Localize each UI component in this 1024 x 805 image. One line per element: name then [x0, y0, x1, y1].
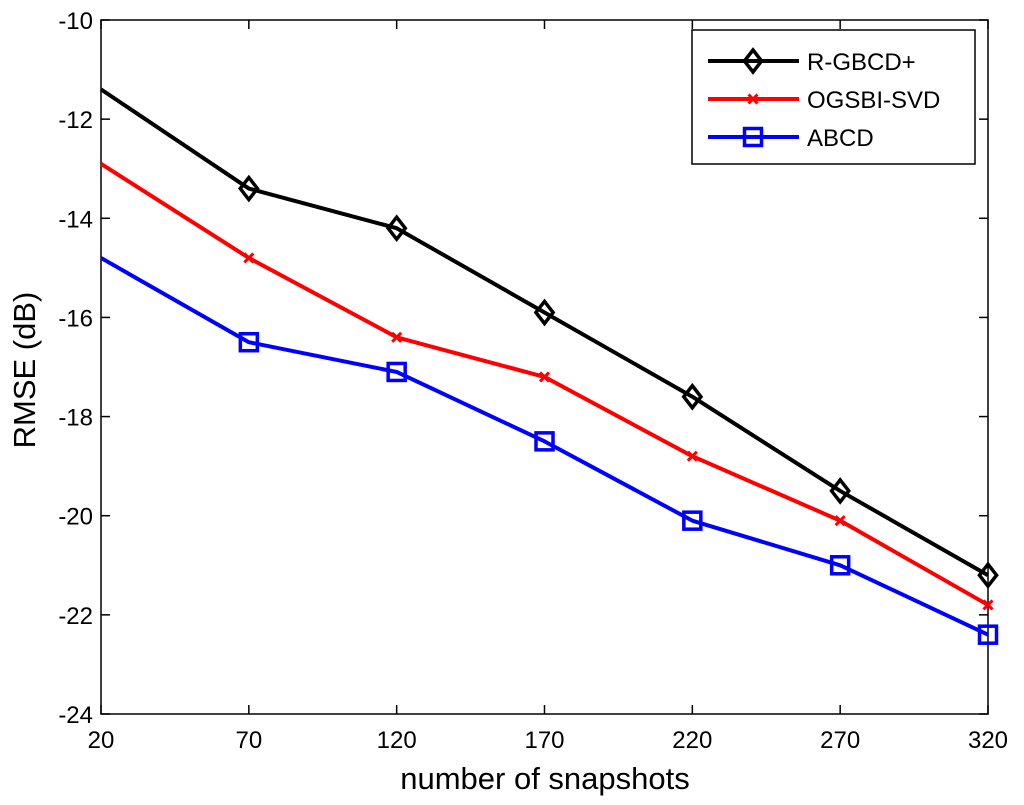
data-point-ogsbi-svd-stroke: [538, 371, 551, 383]
y-tick-label: -12: [58, 107, 93, 134]
y-tick-label: -14: [58, 206, 93, 233]
legend-marker-r-gbcd: [742, 47, 764, 75]
data-point-r-gbcd: [977, 561, 999, 590]
data-point-r-gbcd: [681, 382, 704, 411]
data-point-abcd: [682, 510, 703, 531]
data-point-abcd: [977, 624, 999, 645]
data-point-ogsbi-svd: [391, 331, 403, 343]
data-point-r-gbcd: [533, 298, 556, 327]
x-tick-label: 320: [968, 727, 1008, 754]
data-point-r-gbcd: [238, 174, 260, 203]
data-point-ogsbi-svd-stroke: [391, 331, 403, 343]
x-tick-label: 220: [672, 727, 712, 754]
legend-label-abcd: ABCD: [807, 125, 874, 152]
data-point-abcd: [386, 361, 407, 383]
y-tick-label: -20: [58, 504, 93, 531]
data-point-abcd: [829, 555, 851, 576]
data-point-ogsbi-svd: [686, 450, 698, 462]
x-tick-label: 270: [820, 727, 860, 754]
y-tick-label: -24: [58, 702, 93, 729]
legend-marker-ogsbi-svd-stroke: [747, 93, 759, 105]
y-tick-label: -16: [58, 305, 93, 332]
data-point-ogsbi-svd: [834, 515, 846, 527]
x-tick-label: 120: [377, 727, 417, 754]
legend-label-r-gbcd: R-GBCD+: [807, 49, 916, 76]
plot-area: 20 70 120 170 220 270 320 -24 -22 -20 -18 -16 -14 -12…: [58, 8, 1008, 754]
data-point-r-gbcd: [385, 214, 408, 243]
data-point-ogsbi-svd-stroke: [834, 515, 846, 527]
data-point-ogsbi-svd-stroke: [982, 599, 994, 611]
data-point-abcd: [238, 331, 260, 353]
x-tick-label: 20: [88, 727, 115, 754]
y-axis-title: RMSE (dB): [7, 292, 42, 449]
x-tick-label: 170: [524, 727, 564, 754]
data-point-ogsbi-svd: [538, 371, 551, 383]
series-line-abcd: [100, 256, 989, 637]
y-tick-label: -10: [58, 8, 93, 35]
y-tick-label: -22: [58, 603, 93, 630]
x-axis-title: number of snapshots: [400, 761, 690, 796]
data-point-ogsbi-svd: [243, 252, 255, 264]
legend-marker-abcd: [742, 126, 764, 148]
legend-marker-ogsbi-svd: [747, 93, 759, 105]
y-tick-label: -18: [58, 405, 93, 432]
series-line-r-gbcd: [99, 87, 989, 577]
data-point-abcd: [534, 431, 555, 452]
data-point-ogsbi-svd: [982, 599, 994, 611]
legend-label-ogsbi-svd: OGSBI-SVD: [807, 87, 940, 114]
data-point-ogsbi-svd-stroke: [686, 450, 698, 462]
data-point-ogsbi-svd-stroke: [243, 252, 255, 264]
x-tick-label: 70: [235, 727, 262, 754]
data-point-r-gbcd: [829, 477, 851, 505]
